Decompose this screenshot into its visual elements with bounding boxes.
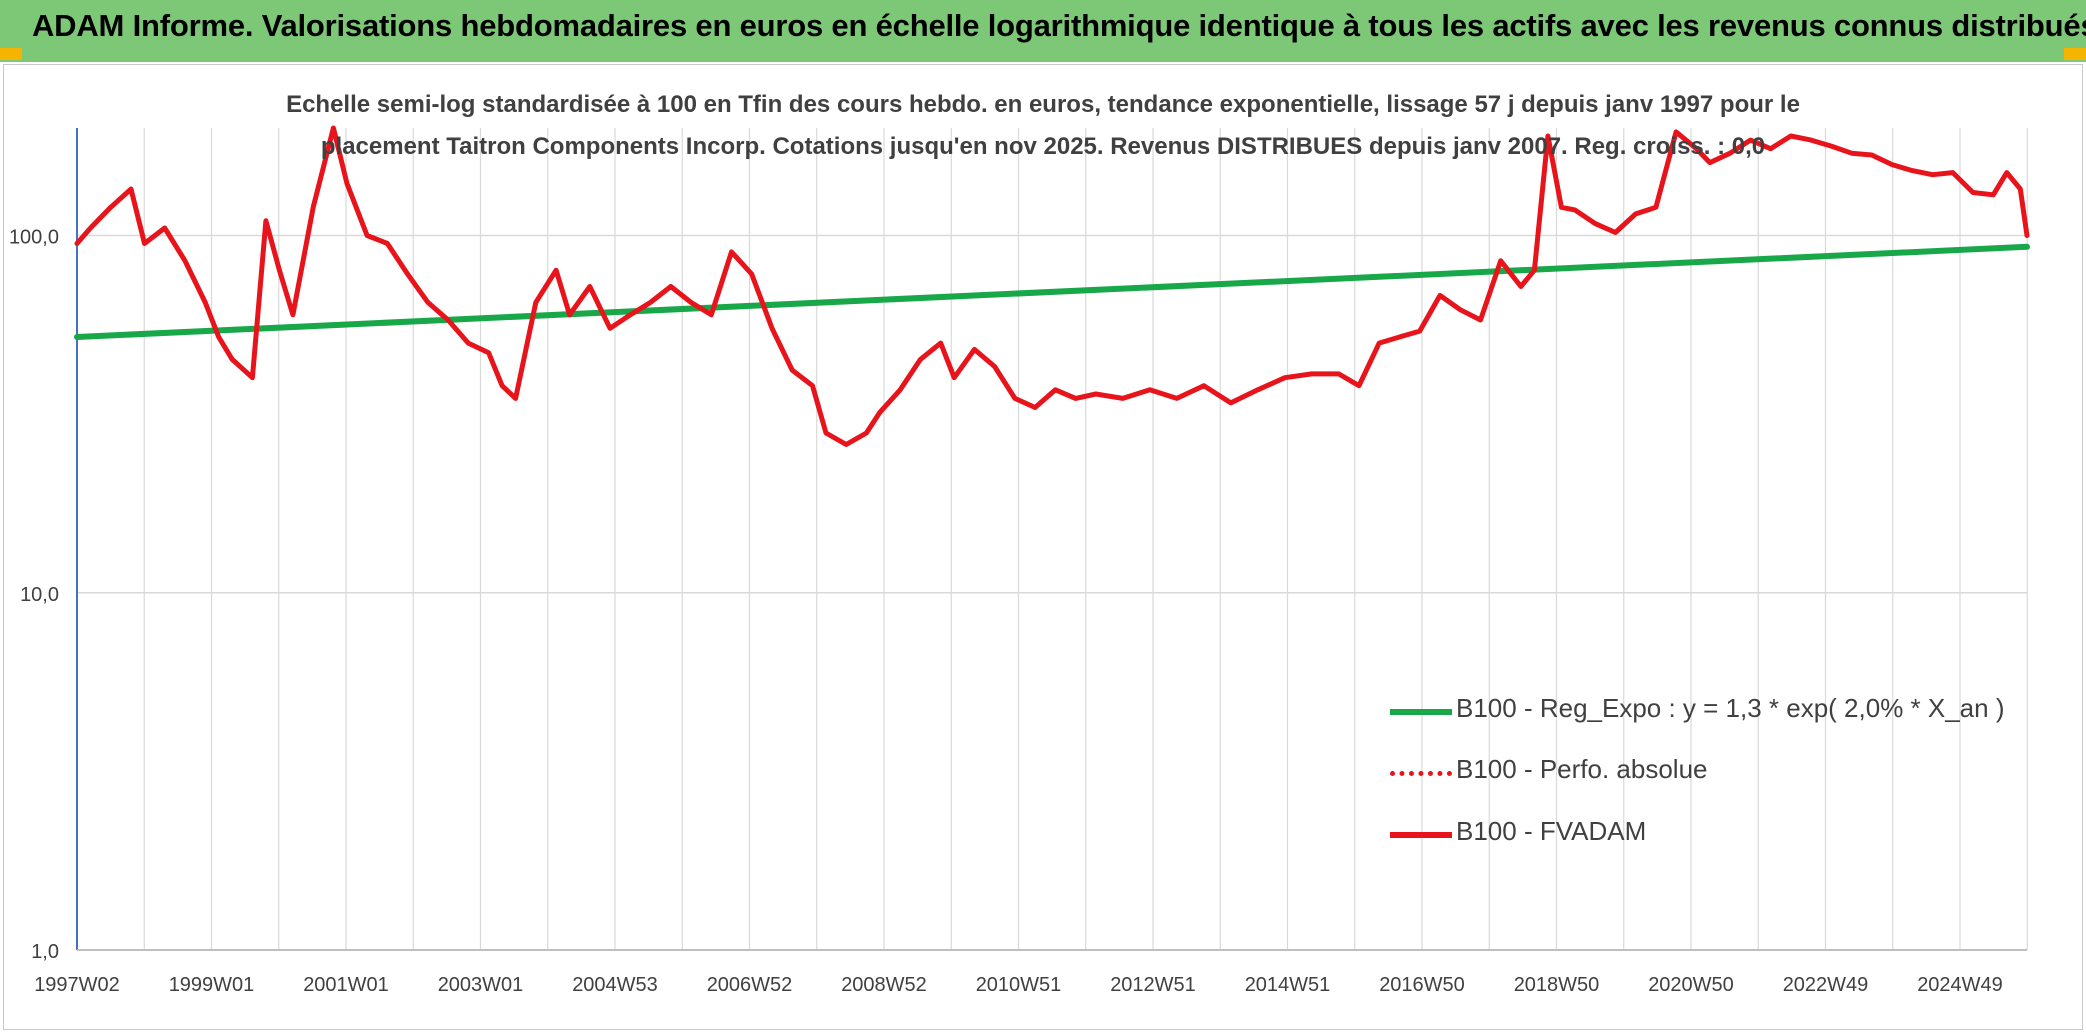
x-tick-label: 2016W50 <box>1379 974 1465 996</box>
x-tick-label: 2010W51 <box>976 974 1062 996</box>
x-tick-label: 2008W52 <box>841 974 927 996</box>
y-tick-label: 10,0 <box>20 584 59 606</box>
series-line-fvadam <box>74 125 2030 447</box>
legend-swatch-fvadam <box>1390 832 1452 838</box>
report-title: ADAM Informe. Valorisations hebdomadaire… <box>32 8 2086 43</box>
chart-title-line-1: Echelle semi-log standardisée à 100 en T… <box>286 91 1800 118</box>
legend-label-fvadam: B100 - FVADAM <box>1456 816 1647 846</box>
corner-accent-right <box>2064 48 2086 60</box>
x-tick-label: 1999W01 <box>169 974 255 996</box>
legend-swatch-perfo <box>1390 771 1452 776</box>
chart-title-line-2: placement Taitron Components Incorp. Cot… <box>320 133 1766 160</box>
x-tick-label: 2006W52 <box>707 974 793 996</box>
corner-accent-left <box>0 48 22 60</box>
series-layer <box>74 125 2030 447</box>
legend-label-trend: B100 - Reg_Expo : y = 1,3 * exp( 2,0% * … <box>1456 693 2005 723</box>
x-tick-label: 2014W51 <box>1245 974 1331 996</box>
y-tick-label: 100,0 <box>9 227 59 249</box>
x-tick-label: 1997W02 <box>34 974 120 996</box>
legend-label-perfo: B100 - Perfo. absolue <box>1456 754 1708 784</box>
x-tick-label: 2004W53 <box>572 974 658 996</box>
series-line-trend <box>74 243 2030 340</box>
legend-swatch-trend <box>1390 709 1452 715</box>
grid-layer <box>76 128 2028 951</box>
chart-panel <box>3 64 2083 1030</box>
x-tick-label: 2024W49 <box>1917 974 2003 996</box>
x-tick-label: 2022W49 <box>1783 974 1869 996</box>
x-tick-label: 2003W01 <box>438 974 524 996</box>
x-tick-label: 2020W50 <box>1648 974 1734 996</box>
x-tick-label: 2001W01 <box>303 974 389 996</box>
title-banner: ADAM Informe. Valorisations hebdomadaire… <box>0 0 2086 62</box>
x-tick-label: 2012W51 <box>1110 974 1196 996</box>
label-layer: 1,0 10,0 100,0 1997W02 1999W01 2001W01 2003W01… <box>9 227 2003 996</box>
axis-layer <box>76 128 2027 951</box>
y-tick-label: 1,0 <box>31 941 59 963</box>
x-tick-label: 2018W50 <box>1514 974 1600 996</box>
